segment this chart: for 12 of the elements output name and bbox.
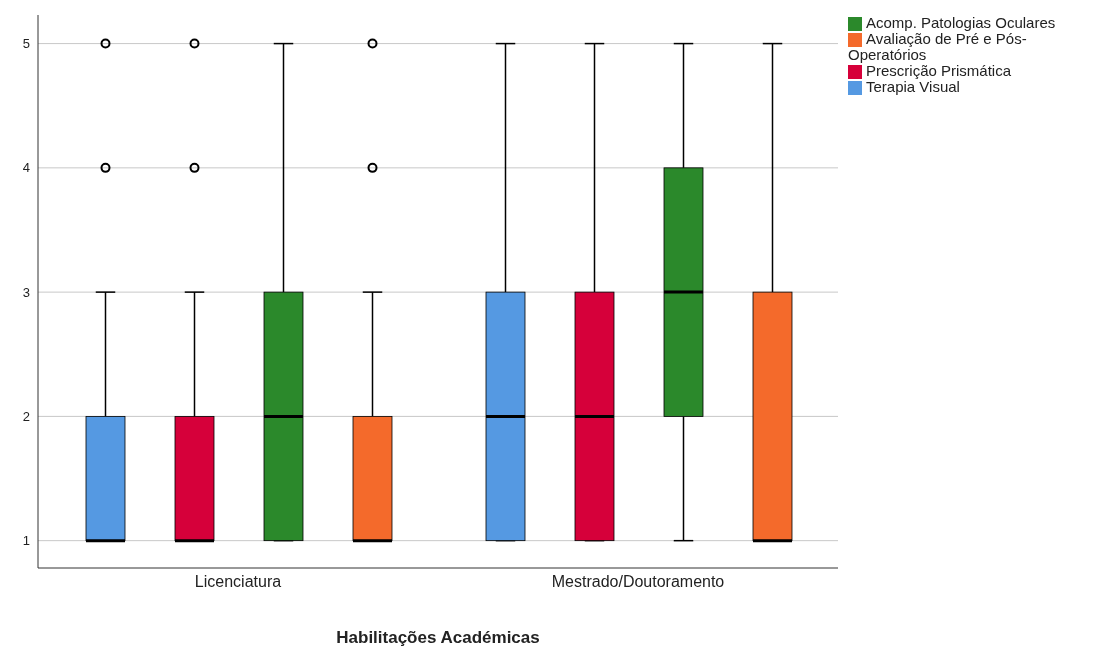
- legend-label: Acomp. Patologias Oculares: [866, 14, 1056, 31]
- y-tick-label: 4: [22, 160, 30, 176]
- x-tick-label: Licenciatura: [194, 573, 282, 591]
- y-tick-label: 3: [22, 284, 30, 300]
- legend-label: Terapia Visual: [866, 78, 960, 96]
- y-tick-label: 1: [22, 533, 30, 549]
- legend-label: Avaliação de Pré e Pós-Operatórios: [848, 30, 1027, 64]
- legend-label: Prescrição Prismática: [866, 62, 1012, 80]
- x-axis-title: Habilitações Académicas: [336, 628, 540, 647]
- y-tick-label: 5: [22, 36, 30, 52]
- y-tick-label: 2: [22, 409, 30, 425]
- x-tick-label: Mestrado/Doutoramento: [551, 573, 725, 591]
